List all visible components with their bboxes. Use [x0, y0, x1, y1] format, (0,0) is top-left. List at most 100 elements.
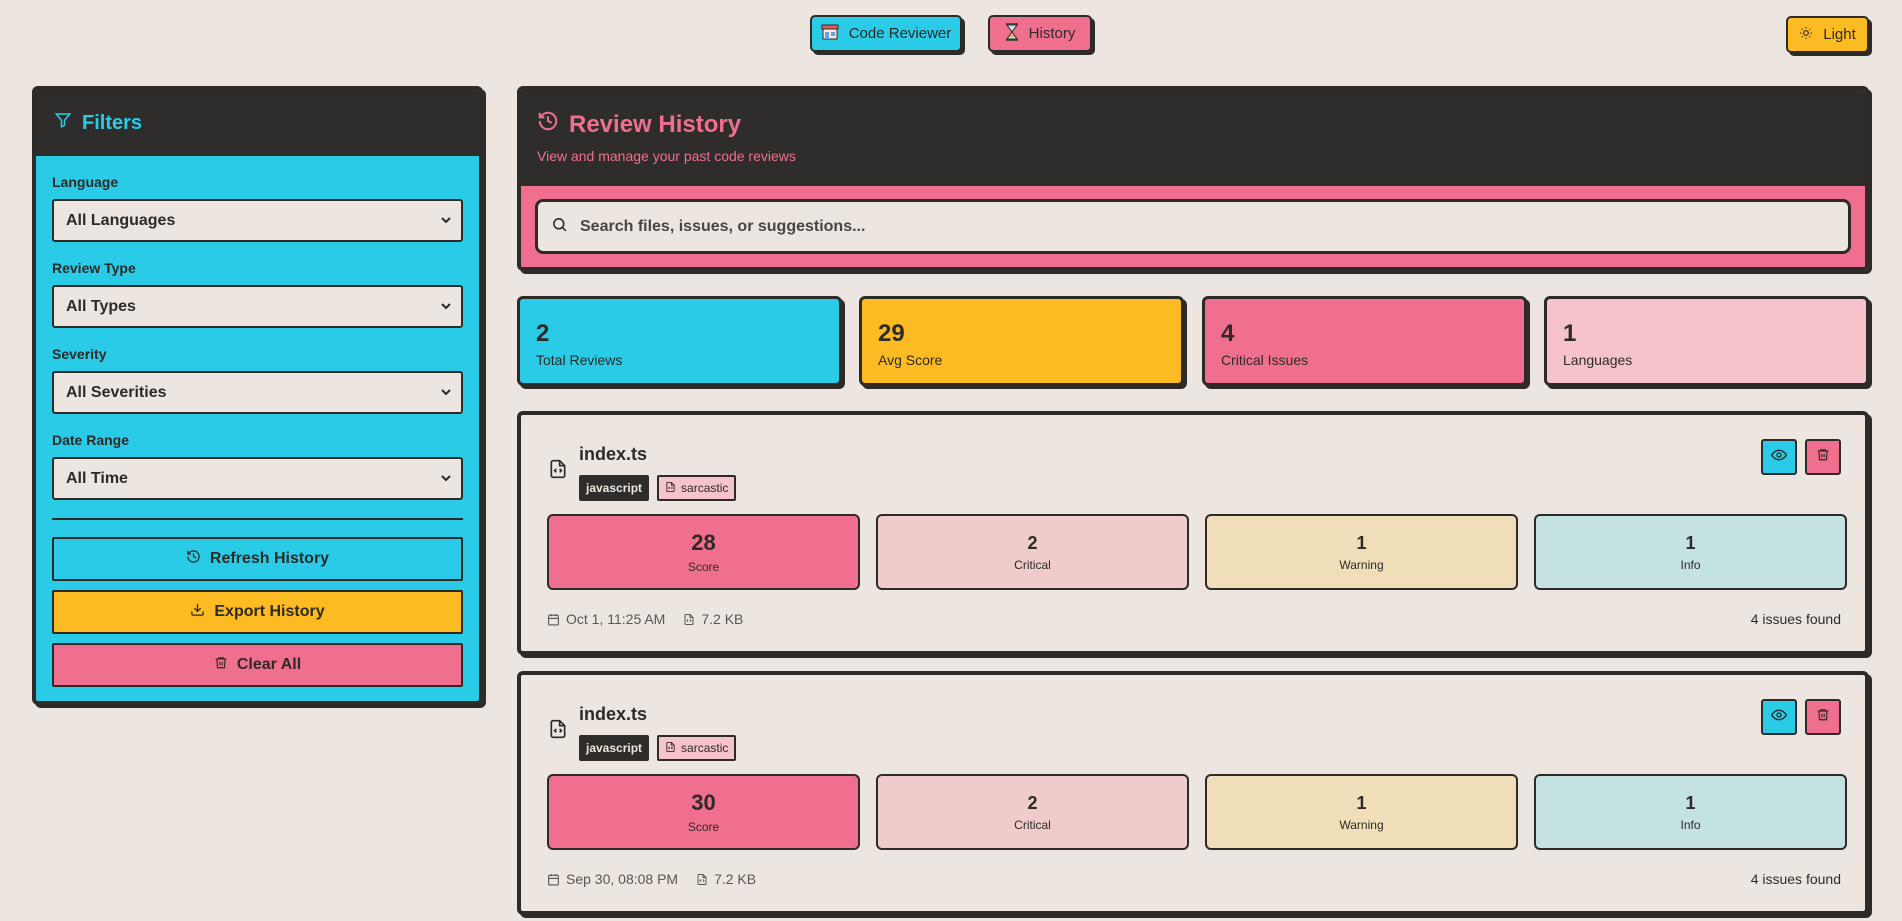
- delete-review-button[interactable]: [1805, 439, 1841, 475]
- review-size-text: 7.2 KB: [701, 611, 744, 627]
- delete-review-button[interactable]: [1805, 699, 1841, 735]
- score-label: Score: [687, 560, 720, 574]
- hourglass-icon: [1005, 22, 1019, 45]
- critical-value: 2: [1027, 532, 1038, 553]
- chevron-down-icon: [441, 214, 451, 228]
- info-metric: 1 Info: [1534, 514, 1847, 590]
- review-size: 7.2 KB: [683, 611, 743, 627]
- download-icon: [190, 602, 205, 622]
- critical-label: Critical: [1014, 557, 1051, 572]
- review-type-select-value: All Types: [66, 297, 136, 315]
- language-tag: javascript: [579, 475, 650, 501]
- review-tags: javascript sarcastic: [579, 735, 737, 761]
- view-review-button[interactable]: [1761, 439, 1797, 475]
- critical-label: Critical: [1014, 817, 1051, 832]
- filters-title: Filters: [82, 111, 143, 134]
- history-header: Review History View and manage your past…: [517, 86, 1869, 271]
- stat-critical-issues: 4 Critical Issues: [1202, 296, 1527, 386]
- clear-all-label: Clear All: [236, 656, 302, 673]
- eye-icon: [1770, 447, 1788, 468]
- score-label: Score: [687, 820, 720, 834]
- review-size: 7.2 KB: [696, 871, 756, 887]
- review-filename: index.ts: [579, 704, 648, 724]
- warning-label: Warning: [1339, 817, 1384, 832]
- filters-sidebar: Filters Language All Languages Review Ty…: [32, 86, 483, 705]
- sidebar-divider: [52, 518, 463, 520]
- search-icon: [551, 216, 568, 238]
- calendar-icon: [548, 613, 559, 625]
- trash-icon: [1816, 707, 1830, 727]
- review-size-text: 7.2 KB: [714, 871, 757, 887]
- info-metric: 1 Info: [1534, 774, 1847, 850]
- stat-value: 29: [878, 320, 905, 347]
- nav-code-reviewer-label: Code Reviewer: [848, 25, 952, 42]
- mode-tag: sarcastic: [657, 735, 737, 761]
- review-card: index.ts javascript sarcastic 30 Score 2: [517, 671, 1869, 915]
- nav-code-reviewer-button[interactable]: Code Reviewer: [810, 15, 962, 52]
- card-footer: Oct 1, 11:25 AM 7.2 KB 4 issues found: [547, 611, 1841, 627]
- review-metrics: 28 Score 2 Critical 1 Warning 1 Info: [547, 514, 1847, 590]
- issues-found: 4 issues found: [1750, 871, 1841, 887]
- review-tags: javascript sarcastic: [579, 475, 737, 501]
- info-value: 1: [1685, 792, 1696, 813]
- score-metric: 30 Score: [547, 774, 860, 850]
- eye-icon: [1770, 707, 1788, 728]
- nav-history-label: History: [1028, 25, 1076, 42]
- score-value: 28: [691, 530, 716, 555]
- info-label: Info: [1680, 557, 1701, 572]
- refresh-history-label: Refresh History: [209, 550, 330, 567]
- warning-value: 1: [1356, 792, 1367, 813]
- store-icon: [821, 24, 839, 44]
- language-tag: javascript: [579, 735, 650, 761]
- chevron-down-icon: [441, 472, 451, 486]
- search-input[interactable]: [580, 217, 1780, 236]
- view-review-button[interactable]: [1761, 699, 1797, 735]
- mode-tag: sarcastic: [657, 475, 737, 501]
- history-icon: [537, 110, 559, 139]
- stat-value: 2: [536, 320, 550, 347]
- date-range-select-value: All Time: [66, 469, 128, 487]
- review-type-label: Review Type: [52, 260, 136, 276]
- file-code-icon: [665, 741, 676, 756]
- warning-value: 1: [1356, 532, 1367, 553]
- file-code-icon: [697, 873, 707, 885]
- export-history-label: Export History: [214, 603, 325, 620]
- date-range-label: Date Range: [52, 432, 130, 448]
- stat-value: 1: [1563, 320, 1577, 347]
- nav-history-button[interactable]: History: [988, 15, 1092, 52]
- page-title-row: Review History: [537, 110, 1865, 139]
- chevron-down-icon: [441, 386, 451, 400]
- filters-header: Filters: [36, 90, 479, 156]
- export-history-button[interactable]: Export History: [52, 590, 463, 634]
- review-date: Sep 30, 08:08 PM: [547, 871, 678, 887]
- review-metrics: 30 Score 2 Critical 1 Warning 1 Info: [547, 774, 1847, 850]
- file-code-icon: [548, 718, 568, 745]
- score-metric: 28 Score: [547, 514, 860, 590]
- stat-languages: 1 Languages: [1544, 296, 1869, 386]
- warning-metric: 1 Warning: [1205, 774, 1518, 850]
- info-label: Info: [1680, 817, 1701, 832]
- language-select-value: All Languages: [66, 211, 176, 229]
- refresh-history-button[interactable]: Refresh History: [52, 537, 463, 581]
- review-type-select[interactable]: All Types: [52, 285, 463, 328]
- search-band: [521, 186, 1865, 267]
- severity-select-value: All Severities: [66, 383, 167, 401]
- stat-label: Languages: [1563, 352, 1633, 368]
- language-select[interactable]: All Languages: [52, 199, 463, 242]
- stat-label: Total Reviews: [536, 352, 623, 368]
- severity-select[interactable]: All Severities: [52, 371, 463, 414]
- file-code-icon: [548, 458, 568, 485]
- calendar-icon: [548, 873, 559, 885]
- theme-toggle-button[interactable]: Light: [1786, 16, 1869, 53]
- card-actions: [1761, 699, 1841, 735]
- critical-value: 2: [1027, 792, 1038, 813]
- stat-avg-score: 29 Avg Score: [859, 296, 1184, 386]
- review-card: index.ts javascript sarcastic 28 Score 2: [517, 411, 1869, 655]
- card-footer: Sep 30, 08:08 PM 7.2 KB 4 issues found: [547, 871, 1841, 887]
- search-box[interactable]: [535, 199, 1851, 254]
- clear-all-button[interactable]: Clear All: [52, 643, 463, 687]
- trash-icon: [1816, 447, 1830, 467]
- date-range-select[interactable]: All Time: [52, 457, 463, 500]
- page-subtitle: View and manage your past code reviews: [537, 148, 796, 164]
- language-label: Language: [52, 174, 119, 190]
